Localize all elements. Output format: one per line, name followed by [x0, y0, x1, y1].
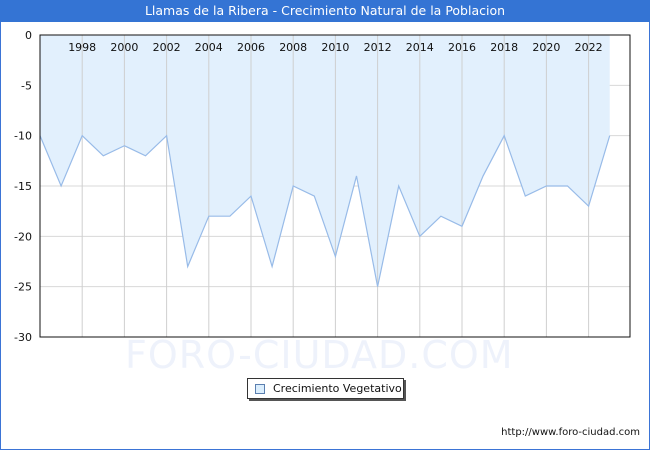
- x-tick-label: 2018: [490, 41, 518, 54]
- x-tick-label: 2006: [237, 41, 265, 54]
- y-tick-label: 0: [25, 29, 32, 42]
- x-tick-label: 2008: [279, 41, 307, 54]
- x-tick-label: 2012: [364, 41, 392, 54]
- x-tick-label: 2004: [195, 41, 223, 54]
- y-tick-label: -20: [14, 230, 32, 243]
- x-tick-label: 2010: [321, 41, 349, 54]
- x-tick-label: 2000: [110, 41, 138, 54]
- y-tick-label: -10: [14, 130, 32, 143]
- x-tick-label: 2020: [532, 41, 560, 54]
- x-tick-label: 2016: [448, 41, 476, 54]
- source-url: http://www.foro-ciudad.com: [501, 427, 640, 438]
- y-tick-label: -5: [21, 79, 32, 92]
- x-tick-label: 2022: [575, 41, 603, 54]
- y-tick-label: -15: [14, 180, 32, 193]
- series-line: [39, 134, 611, 287]
- area-fill: [40, 35, 610, 287]
- x-tick-label: 1998: [68, 41, 96, 54]
- watermark: FORO-CIUDAD.COM: [125, 333, 514, 377]
- legend-swatch-icon: [255, 384, 265, 394]
- y-tick-label: -25: [14, 281, 32, 294]
- chart-title: Llamas de la Ribera - Crecimiento Natura…: [0, 0, 650, 22]
- plot-border: [39, 34, 631, 338]
- legend-label: Crecimiento Vegetativo: [273, 382, 402, 395]
- legend: Crecimiento Vegetativo: [247, 378, 404, 399]
- x-tick-label: 2002: [153, 41, 181, 54]
- x-tick-label: 2014: [406, 41, 434, 54]
- y-tick-label: -30: [14, 331, 32, 344]
